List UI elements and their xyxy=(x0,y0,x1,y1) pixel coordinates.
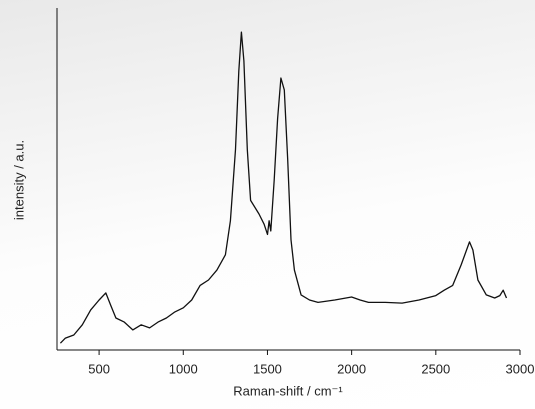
x-tick-label: 3000 xyxy=(506,361,535,376)
x-tick-label: 500 xyxy=(88,361,110,376)
x-tick-label: 1000 xyxy=(169,361,198,376)
x-tick-label: 2500 xyxy=(421,361,450,376)
x-axis-title: Raman-shift / cm⁻¹ xyxy=(233,383,343,398)
y-axis-title: intensity / a.u. xyxy=(11,140,26,220)
spectrum-line xyxy=(59,31,508,344)
x-tick-label: 1500 xyxy=(253,361,282,376)
x-tick-label: 2000 xyxy=(337,361,366,376)
